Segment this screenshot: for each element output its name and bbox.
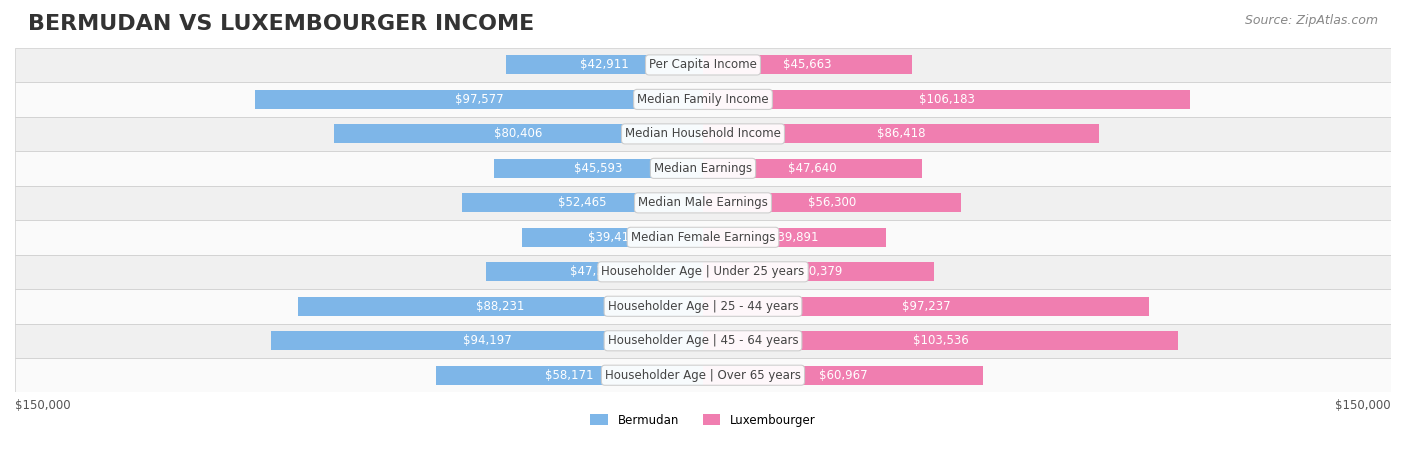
Text: Median Household Income: Median Household Income	[626, 127, 780, 141]
Text: Median Female Earnings: Median Female Earnings	[631, 231, 775, 244]
FancyBboxPatch shape	[703, 331, 1178, 350]
Text: $42,911: $42,911	[581, 58, 628, 71]
Text: $39,891: $39,891	[770, 231, 818, 244]
FancyBboxPatch shape	[703, 297, 1149, 316]
FancyBboxPatch shape	[271, 331, 703, 350]
Text: $97,577: $97,577	[456, 93, 503, 106]
FancyBboxPatch shape	[15, 358, 1391, 392]
FancyBboxPatch shape	[703, 366, 983, 385]
FancyBboxPatch shape	[703, 159, 921, 178]
FancyBboxPatch shape	[15, 255, 1391, 289]
FancyBboxPatch shape	[15, 220, 1391, 255]
FancyBboxPatch shape	[335, 124, 703, 143]
Text: Householder Age | Over 65 years: Householder Age | Over 65 years	[605, 369, 801, 382]
FancyBboxPatch shape	[15, 185, 1391, 220]
Text: $58,171: $58,171	[546, 369, 593, 382]
Text: Per Capita Income: Per Capita Income	[650, 58, 756, 71]
FancyBboxPatch shape	[522, 228, 703, 247]
FancyBboxPatch shape	[15, 48, 1391, 82]
Text: $56,300: $56,300	[808, 196, 856, 209]
FancyBboxPatch shape	[703, 90, 1189, 109]
FancyBboxPatch shape	[506, 56, 703, 74]
FancyBboxPatch shape	[494, 159, 703, 178]
Text: Median Male Earnings: Median Male Earnings	[638, 196, 768, 209]
Text: Householder Age | Under 25 years: Householder Age | Under 25 years	[602, 265, 804, 278]
Text: Householder Age | 25 - 44 years: Householder Age | 25 - 44 years	[607, 300, 799, 313]
Text: $45,593: $45,593	[574, 162, 623, 175]
FancyBboxPatch shape	[298, 297, 703, 316]
FancyBboxPatch shape	[703, 193, 962, 212]
Text: $39,418: $39,418	[588, 231, 637, 244]
Text: Source: ZipAtlas.com: Source: ZipAtlas.com	[1244, 14, 1378, 27]
Legend: Bermudan, Luxembourger: Bermudan, Luxembourger	[586, 409, 820, 432]
FancyBboxPatch shape	[703, 228, 886, 247]
Text: $47,359: $47,359	[571, 265, 619, 278]
Text: $47,640: $47,640	[787, 162, 837, 175]
Text: $60,967: $60,967	[818, 369, 868, 382]
Text: $150,000: $150,000	[1336, 399, 1391, 412]
Text: Householder Age | 45 - 64 years: Householder Age | 45 - 64 years	[607, 334, 799, 347]
FancyBboxPatch shape	[703, 124, 1099, 143]
Text: $80,406: $80,406	[495, 127, 543, 141]
FancyBboxPatch shape	[436, 366, 703, 385]
Text: $50,379: $50,379	[794, 265, 842, 278]
FancyBboxPatch shape	[703, 262, 934, 281]
FancyBboxPatch shape	[463, 193, 703, 212]
Text: $88,231: $88,231	[477, 300, 524, 313]
FancyBboxPatch shape	[486, 262, 703, 281]
Text: $45,663: $45,663	[783, 58, 832, 71]
Text: $94,197: $94,197	[463, 334, 512, 347]
Text: $106,183: $106,183	[918, 93, 974, 106]
FancyBboxPatch shape	[703, 56, 912, 74]
Text: $86,418: $86,418	[877, 127, 925, 141]
Text: $97,237: $97,237	[901, 300, 950, 313]
Text: Median Earnings: Median Earnings	[654, 162, 752, 175]
FancyBboxPatch shape	[15, 289, 1391, 324]
FancyBboxPatch shape	[256, 90, 703, 109]
FancyBboxPatch shape	[15, 151, 1391, 185]
Text: $103,536: $103,536	[912, 334, 969, 347]
FancyBboxPatch shape	[15, 117, 1391, 151]
FancyBboxPatch shape	[15, 82, 1391, 117]
Text: Median Family Income: Median Family Income	[637, 93, 769, 106]
FancyBboxPatch shape	[15, 324, 1391, 358]
Text: BERMUDAN VS LUXEMBOURGER INCOME: BERMUDAN VS LUXEMBOURGER INCOME	[28, 14, 534, 34]
Text: $52,465: $52,465	[558, 196, 607, 209]
Text: $150,000: $150,000	[15, 399, 70, 412]
